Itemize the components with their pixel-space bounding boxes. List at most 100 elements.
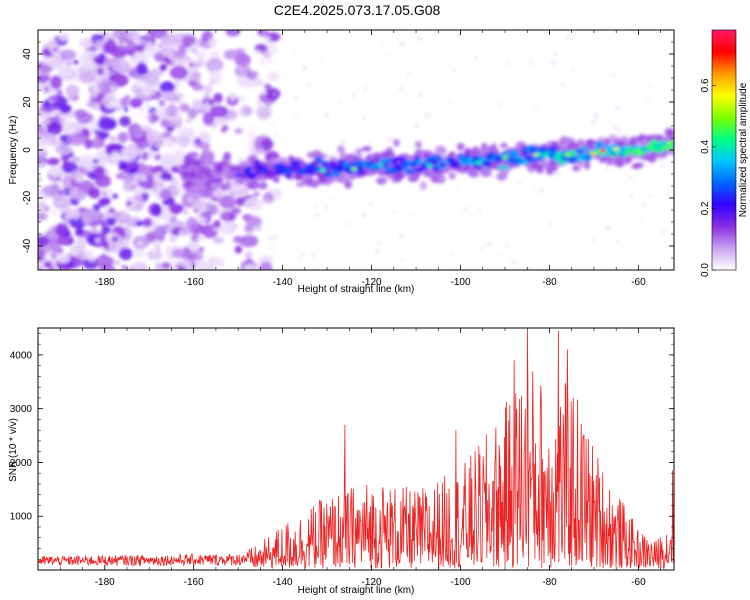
noise-blob bbox=[125, 201, 132, 206]
noise-speck bbox=[477, 208, 482, 213]
noise-blob bbox=[136, 38, 147, 45]
noise-blob bbox=[125, 30, 141, 42]
noise-blob bbox=[199, 132, 212, 144]
ridge-core-blob bbox=[275, 163, 285, 171]
noise-speck bbox=[313, 205, 318, 209]
noise-blob bbox=[97, 117, 117, 131]
noise-blob bbox=[50, 75, 62, 90]
ridge-core-blob bbox=[261, 161, 268, 166]
noise-blob bbox=[225, 30, 241, 37]
ridge-hot-spot bbox=[533, 152, 540, 157]
noise-blob bbox=[38, 265, 45, 270]
noise-blob bbox=[169, 65, 188, 80]
noise-blob bbox=[78, 72, 96, 84]
noise-speck bbox=[424, 112, 430, 118]
y-tick-label: 2000 bbox=[10, 458, 33, 469]
noise-speck bbox=[486, 241, 491, 247]
ridge-core-blob bbox=[409, 161, 418, 168]
noise-speck bbox=[368, 202, 373, 207]
noise-blob bbox=[185, 117, 193, 123]
noise-speck bbox=[605, 224, 611, 230]
noise-blob bbox=[155, 246, 161, 252]
noise-blob bbox=[38, 148, 48, 159]
noise-speck bbox=[351, 221, 354, 224]
noise-speck bbox=[406, 72, 411, 77]
noise-blob bbox=[264, 83, 272, 90]
ridge-halo-blob bbox=[664, 127, 674, 138]
noise-blob bbox=[42, 100, 51, 109]
x-tick-label: -140 bbox=[273, 277, 293, 288]
noise-speck bbox=[448, 101, 452, 104]
noise-blob bbox=[38, 160, 45, 169]
noise-speck bbox=[274, 132, 278, 136]
noise-blob bbox=[144, 103, 152, 109]
noise-blob bbox=[86, 164, 94, 173]
noise-speck bbox=[455, 185, 459, 189]
ridge-halo-blob bbox=[188, 151, 199, 159]
noise-blob bbox=[121, 212, 128, 220]
ridge-core-blob bbox=[626, 145, 633, 150]
noise-blob bbox=[119, 147, 137, 162]
noise-speck bbox=[376, 240, 382, 246]
noise-speck bbox=[539, 188, 544, 193]
noise-blob bbox=[55, 223, 69, 238]
noise-speck bbox=[629, 194, 634, 199]
noise-blob bbox=[105, 217, 117, 227]
noise-speck bbox=[498, 252, 502, 256]
ridge-hot-spot bbox=[590, 152, 597, 157]
noise-blob bbox=[92, 103, 100, 110]
ridge-halo-blob bbox=[177, 167, 190, 173]
noise-blob bbox=[51, 210, 58, 216]
noise-blob bbox=[153, 165, 164, 172]
noise-blob bbox=[150, 248, 157, 255]
noise-blob bbox=[170, 137, 177, 143]
noise-blob bbox=[102, 191, 107, 197]
ridge-halo-blob bbox=[337, 145, 345, 154]
noise-speck bbox=[518, 182, 522, 186]
noise-blob bbox=[95, 149, 109, 164]
ridge-core-blob bbox=[498, 165, 510, 170]
noise-blob bbox=[68, 239, 73, 245]
noise-speck bbox=[593, 217, 596, 220]
noise-blob bbox=[133, 51, 141, 59]
noise-speck bbox=[504, 242, 508, 246]
y-tick-label: 40 bbox=[22, 48, 33, 60]
y-tick-label: 0 bbox=[22, 147, 33, 153]
ridge-halo-blob bbox=[541, 162, 551, 169]
ridge-halo-blob bbox=[456, 142, 465, 151]
noise-blob bbox=[40, 75, 51, 82]
noise-speck bbox=[392, 210, 396, 214]
noise-blob bbox=[175, 112, 182, 119]
noise-blob bbox=[163, 223, 170, 230]
noise-speck bbox=[294, 113, 298, 116]
noise-blob bbox=[209, 105, 229, 118]
noise-blob bbox=[129, 97, 143, 108]
noise-blob bbox=[171, 248, 184, 258]
noise-speck bbox=[260, 59, 266, 65]
noise-blob bbox=[47, 157, 60, 166]
ridge-core-blob bbox=[532, 156, 539, 163]
ridge-halo-blob bbox=[605, 159, 614, 166]
ridge-hot-spot bbox=[635, 149, 642, 154]
noise-speck bbox=[465, 204, 469, 208]
noise-field bbox=[38, 30, 670, 270]
noise-speck bbox=[292, 50, 296, 53]
noise-blob bbox=[174, 80, 181, 88]
noise-speck bbox=[400, 257, 404, 261]
ridge-core-blob bbox=[315, 156, 323, 164]
noise-speck bbox=[364, 187, 367, 190]
noise-blob bbox=[165, 126, 175, 132]
noise-blob bbox=[41, 119, 51, 126]
noise-speck bbox=[593, 112, 599, 118]
noise-speck bbox=[260, 83, 264, 87]
ridge-core-blob bbox=[649, 139, 659, 147]
noise-speck bbox=[341, 139, 346, 145]
noise-blob bbox=[94, 255, 114, 268]
signal-ridge bbox=[177, 127, 674, 193]
ridge-halo-blob bbox=[247, 180, 260, 190]
y-tick-label: 1000 bbox=[10, 512, 33, 523]
noise-blob bbox=[62, 174, 75, 189]
colorbar-scale bbox=[712, 30, 736, 270]
noise-speck bbox=[250, 198, 255, 203]
noise-speck bbox=[474, 55, 479, 60]
